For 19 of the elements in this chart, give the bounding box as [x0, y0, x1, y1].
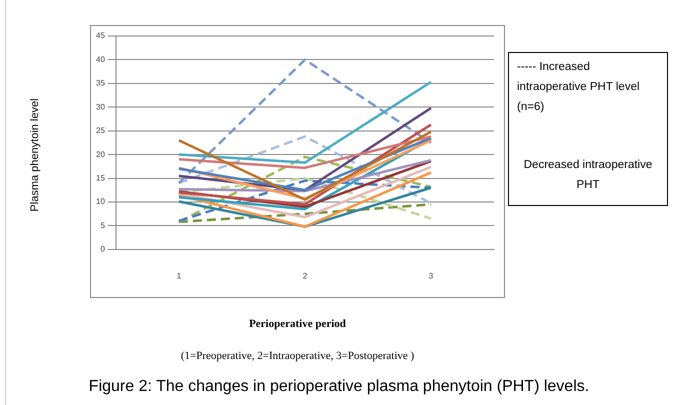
- text: ----- Increased intraoperative PHT level (n=6): [517, 60, 641, 115]
- y-tick-label: 30: [96, 102, 106, 112]
- y-tick-label: 25: [96, 126, 106, 136]
- y-tick-label: 40: [96, 54, 106, 64]
- y-tick-label: 45: [96, 31, 106, 40]
- y-tick-label: 10: [96, 197, 106, 206]
- y-tick-label: 0: [100, 244, 106, 254]
- x-tick-label: 3: [428, 271, 434, 280]
- x-tick-label: 1: [176, 271, 182, 280]
- text: (1=Preoperative, 2=Intraoperative, 3=Postoperative ): [180, 350, 416, 362]
- x-tick-label: 2: [302, 271, 308, 280]
- x-axis-title: Perioperative period: [248, 318, 347, 330]
- y-tick-label: 5: [100, 220, 106, 230]
- caption: Figure 2: The changes in perioperative plasma phenytoin (PHT) levels.: [88, 378, 590, 396]
- y-tick-label: 20: [96, 150, 106, 159]
- y-tick-label: 15: [96, 173, 106, 182]
- text: Decreased intraoperative PHT: [522, 158, 654, 193]
- y-tick-label: 35: [96, 78, 106, 88]
- y-axis-title: Plasma phenytoin level: [29, 98, 41, 212]
